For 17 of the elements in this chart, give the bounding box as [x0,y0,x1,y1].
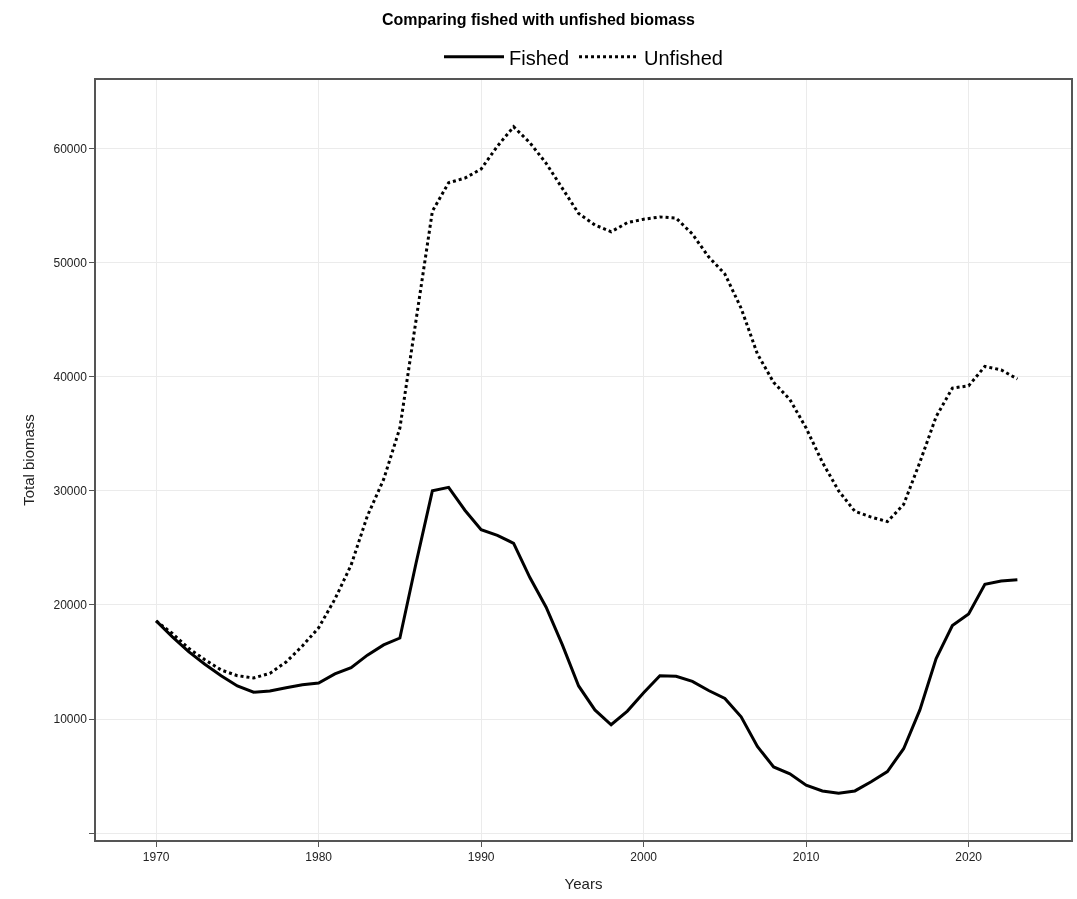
x-tick-label: 2020 [955,850,983,865]
y-tick-label: 10000 [53,712,88,727]
y-tick-label: 20000 [53,598,88,613]
y-tick-label: 50000 [53,255,88,270]
x-tick-label: 1970 [142,850,170,865]
chart-title: Comparing fished with unfished biomass [382,10,696,28]
x-tick-label: 2010 [792,850,820,865]
y-tick-label: 60000 [53,141,88,156]
legend-label: Unfished [644,46,723,69]
y-tick-label: 40000 [53,369,88,384]
x-tick-label: 1990 [467,850,495,865]
x-tick-label: 2000 [630,850,658,865]
x-tick-label: 1980 [305,850,333,865]
legend-label: Fished [509,46,570,69]
y-tick-label: 30000 [53,484,88,499]
x-axis-title: Years [564,874,603,892]
y-axis-title: Total biomass [20,414,38,506]
